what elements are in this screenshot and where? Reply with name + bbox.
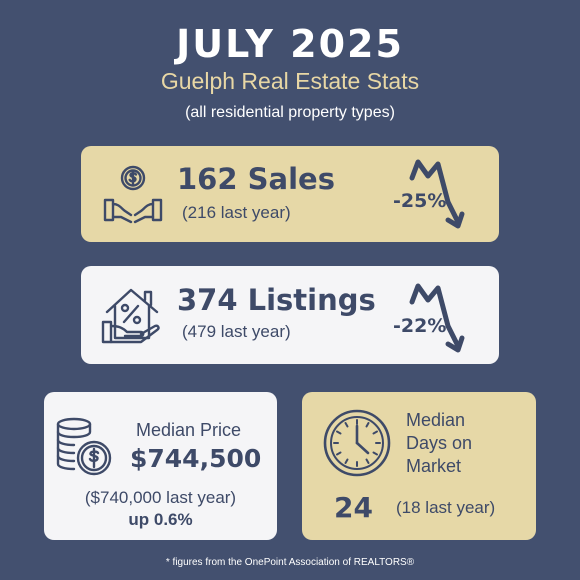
- listings-comparison: (479 last year): [182, 322, 291, 341]
- days-value: 24: [334, 491, 373, 524]
- days-label-line2: Days on: [406, 433, 473, 453]
- page-note: (all residential property types): [185, 104, 395, 121]
- sales-headline: 162 Sales: [177, 162, 335, 196]
- days-label-line1: Median: [406, 410, 466, 430]
- clock-icon: [323, 409, 391, 477]
- days-label-line3: Market: [406, 456, 462, 476]
- money-hands-icon: [103, 165, 163, 224]
- days-on-market-card: Median Days on Market 24 (18 last year): [302, 392, 536, 540]
- house-percent-icon: [101, 288, 160, 344]
- median-price-label: Median Price: [136, 420, 242, 440]
- listings-headline: 374 Listings: [177, 283, 376, 317]
- median-price-value: $744,500: [130, 444, 262, 473]
- downtrend-arrow-icon: [409, 283, 465, 353]
- median-price-comparison: ($740,000 last year): [84, 488, 237, 507]
- median-price-change: up 0.6%: [128, 510, 193, 529]
- sales-comparison: (216 last year): [182, 203, 291, 222]
- listings-change: -22%: [393, 315, 447, 337]
- median-price-card: Median Price $744,500 ($740,000 last yea…: [44, 392, 277, 540]
- days-comparison: (18 last year): [396, 498, 496, 517]
- sales-change: -25%: [393, 190, 447, 212]
- page-title: JULY 2025: [176, 22, 404, 66]
- coin-stack-icon: [56, 417, 112, 476]
- downtrend-arrow-icon: [409, 159, 465, 229]
- page-subtitle: Guelph Real Estate Stats: [160, 68, 420, 94]
- footer-note: * figures from the OnePoint Association …: [165, 557, 415, 568]
- sales-card: 162 Sales (216 last year) -25%: [81, 146, 499, 242]
- listings-card: 374 Listings (479 last year) -22%: [81, 266, 499, 364]
